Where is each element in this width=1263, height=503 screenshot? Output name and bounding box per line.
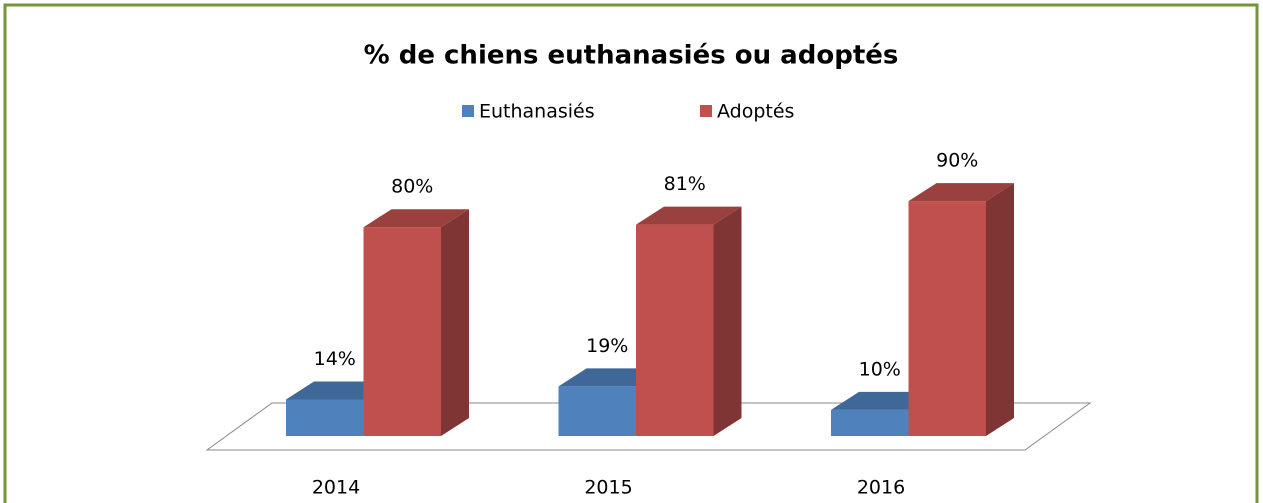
bar-top: [908, 183, 1014, 202]
x-tick-label: 2016: [857, 477, 905, 499]
bar-front: [831, 409, 909, 436]
chart-title: % de chiens euthanasiés ou adoptés: [364, 41, 899, 71]
bar: [636, 206, 742, 436]
legend-label: Adoptés: [717, 101, 794, 123]
bar-front: [286, 399, 364, 436]
frame: [3, 3, 1259, 503]
legend-swatch: [700, 105, 712, 117]
bar-front: [558, 386, 636, 436]
data-label: 80%: [391, 176, 433, 198]
bar-side: [713, 206, 742, 436]
bar-front: [636, 224, 714, 436]
data-label: 10%: [859, 358, 901, 380]
bar-front: [363, 227, 441, 436]
bar-front: [908, 201, 986, 436]
bar-side: [986, 183, 1014, 436]
bar-side: [441, 209, 469, 436]
legend-swatch: [462, 105, 474, 117]
data-label: 81%: [664, 173, 706, 195]
legend-label: Euthanasiés: [479, 101, 595, 123]
bar: [363, 209, 469, 436]
data-label: 19%: [586, 335, 628, 357]
data-label: 14%: [314, 348, 356, 370]
bar: [908, 183, 1014, 436]
x-tick-label: 2014: [312, 477, 360, 499]
bar-top: [636, 206, 742, 225]
x-tick-label: 2015: [584, 477, 632, 499]
data-label: 90%: [936, 150, 978, 172]
bar-top: [363, 209, 469, 228]
